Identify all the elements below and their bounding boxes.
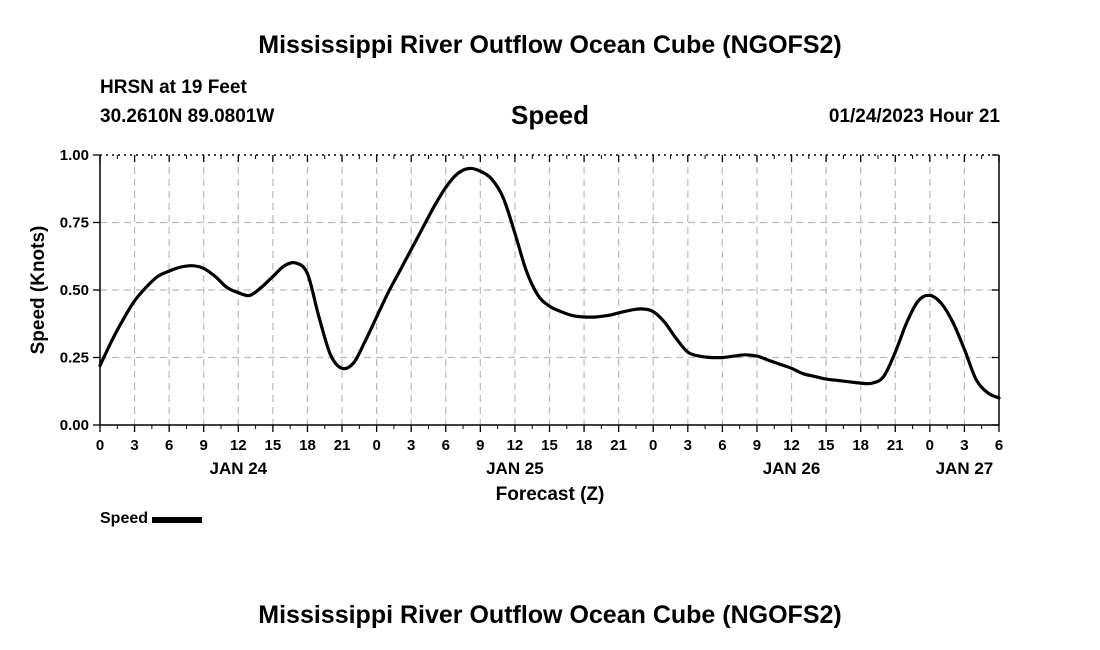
chart-title: Speed <box>510 100 590 130</box>
x-tick-label: 21 <box>610 437 627 454</box>
x-tick-label: 15 <box>265 437 282 454</box>
legend: Speed <box>100 510 203 528</box>
x-tick-label: 9 <box>476 437 484 454</box>
x-tick-label: 0 <box>926 437 934 454</box>
tick-marks <box>93 154 1000 432</box>
tick-labels: 0 3 6 9 12 15 18 21 0 3 6 9 12 15 18 21 0 3 6 9 12 15 18 21 0 3 6J… <box>60 147 1003 478</box>
y-tick-label: 0.75 <box>60 215 89 232</box>
y-tick-label: 1.00 <box>60 147 89 164</box>
grid-lines <box>100 155 999 425</box>
x-tick-label: 18 <box>852 437 869 454</box>
x-tick-label: 21 <box>334 437 351 454</box>
x-axis-label: Forecast (Z) <box>496 484 605 505</box>
x-tick-label: 9 <box>200 437 208 454</box>
y-tick-label: 0.50 <box>60 282 89 299</box>
series-line-speed <box>98 166 1001 400</box>
x-tick-label: 0 <box>96 437 104 454</box>
day-label: JAN 24 <box>209 459 267 478</box>
series-group <box>98 166 1001 400</box>
x-tick-label: 0 <box>372 437 380 454</box>
chart-main-title: Mississippi River Outflow Ocean Cube (NG… <box>258 31 842 59</box>
y-tick-label: 0.25 <box>60 350 89 367</box>
x-tick-label: 9 <box>753 437 761 454</box>
day-label: JAN 25 <box>486 459 544 478</box>
x-tick-label: 3 <box>960 437 968 454</box>
day-label: JAN 27 <box>936 459 994 478</box>
x-tick-label: 18 <box>299 437 316 454</box>
x-tick-label: 12 <box>783 437 800 454</box>
legend-swatch <box>152 517 203 523</box>
footer-title: Mississippi River Outflow Ocean Cube (NG… <box>258 601 842 629</box>
day-label: JAN 26 <box>763 459 821 478</box>
x-tick-label: 6 <box>995 437 1003 454</box>
legend-label: Speed <box>100 510 149 527</box>
x-tick-label: 0 <box>649 437 657 454</box>
x-tick-label: 3 <box>130 437 138 454</box>
x-tick-label: 3 <box>684 437 692 454</box>
x-tick-label: 6 <box>718 437 726 454</box>
x-tick-label: 15 <box>818 437 835 454</box>
station-coords: 30.2610N 89.0801W <box>100 106 275 127</box>
x-tick-label: 15 <box>541 437 558 454</box>
x-tick-label: 18 <box>576 437 593 454</box>
station-label: HRSN at 19 Feet <box>100 77 247 98</box>
x-tick-label: 12 <box>507 437 524 454</box>
x-tick-label: 3 <box>407 437 415 454</box>
x-tick-label: 6 <box>442 437 450 454</box>
x-tick-label: 12 <box>230 437 247 454</box>
x-tick-label: 6 <box>165 437 173 454</box>
y-axis-label: Speed (Knots) <box>28 226 49 355</box>
forecast-datetime: 01/24/2023 Hour 21 <box>828 106 1000 127</box>
x-tick-label: 21 <box>887 437 904 454</box>
y-tick-label: 0.00 <box>60 417 89 434</box>
